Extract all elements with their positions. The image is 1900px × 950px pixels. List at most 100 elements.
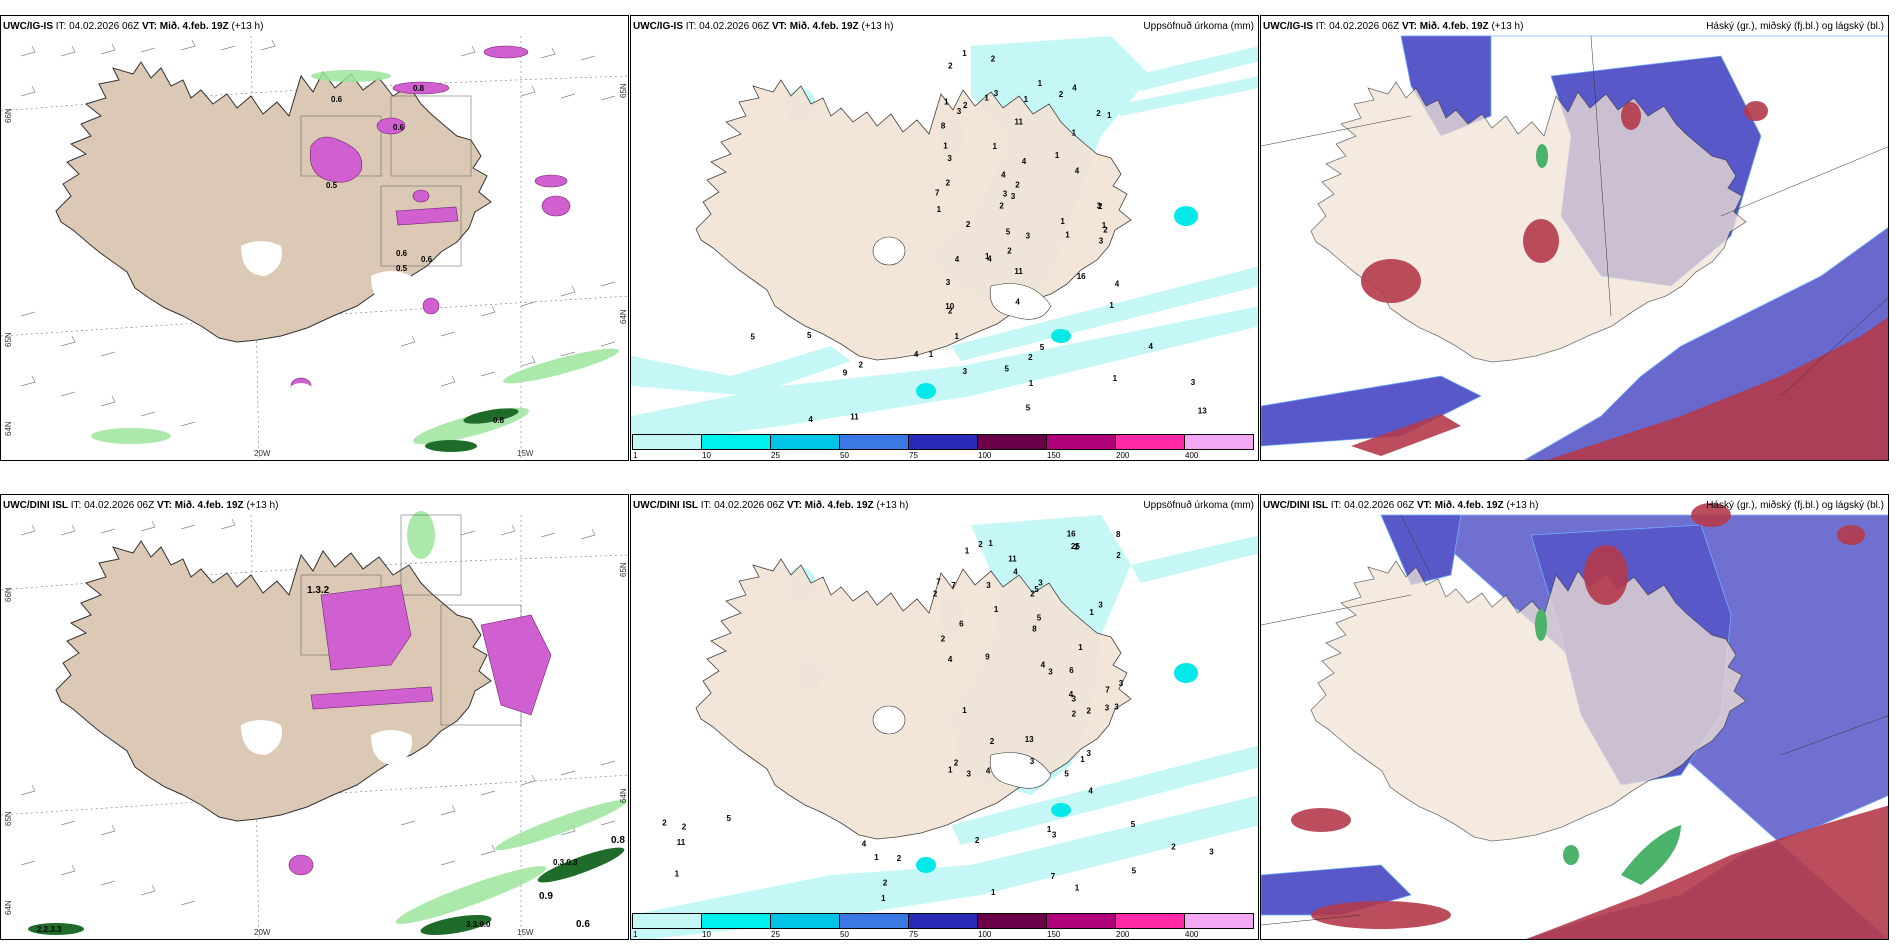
legend-tick: 50 — [840, 451, 849, 460]
panel-title: UWC/IG-IS IT: 04.02.2026 06Z VT: Mið. 4.… — [1263, 21, 1524, 32]
precip-point-value: 16 — [1067, 530, 1076, 539]
precip-point-value: 4 — [1069, 690, 1074, 699]
precip-point-value: 3 — [1097, 202, 1102, 211]
axis-lat-label: 64N — [4, 900, 13, 915]
axis-lat-label: 65N — [4, 811, 13, 826]
legend-tick: 50 — [840, 930, 849, 939]
value-labels: 1221212412243811723213432113516352551134… — [662, 530, 1214, 904]
high-cloud — [1536, 144, 1548, 168]
precip-point-value: 5 — [1006, 227, 1011, 236]
precip-green — [91, 70, 619, 445]
precip-point-value: 3 — [946, 278, 951, 287]
precip-point-value: 3 — [1119, 679, 1124, 688]
precip-point-value: 1 — [1075, 883, 1080, 892]
precip-point-value: 2 — [883, 878, 888, 887]
precip-point-value: 16 — [1077, 272, 1086, 281]
map-ig-cloud — [1261, 16, 1888, 460]
precip-point-value: 5 — [727, 814, 732, 823]
mid-cloud — [1351, 101, 1888, 460]
precip-point-value: 8 — [1032, 625, 1037, 634]
precip-point-value: 1 — [943, 142, 948, 151]
precip-point-value: 4 — [1022, 157, 1027, 166]
precip-point-value: 4 — [1072, 83, 1077, 92]
precip-point-value: 1 — [988, 539, 993, 548]
precip-point-value: 1 — [1060, 217, 1065, 226]
precip-point-value: 4 — [1013, 568, 1018, 577]
precip-point-value: 2 — [897, 854, 902, 863]
precip-point-value: 4 — [1001, 170, 1006, 179]
panel-title: UWC/IG-IS IT: 04.02.2026 06Z VT: Mið. 4.… — [633, 21, 894, 32]
precip-point-value: 4 — [862, 839, 867, 848]
legend-cell — [839, 434, 909, 450]
precip-point-value: 2 — [966, 220, 971, 229]
precip-point-value: 4 — [914, 350, 919, 359]
precip-point-value: 5 — [1131, 820, 1136, 829]
precip-point-value: 6 — [1069, 666, 1074, 675]
precip-point-value: 3 — [1191, 378, 1196, 387]
legend-tick: 25 — [771, 451, 780, 460]
legend-tick: 200 — [1116, 930, 1130, 939]
precip-point-value: 4 — [948, 655, 953, 664]
precip-point-value: 4 — [1115, 279, 1120, 288]
precip-point-value: 2 — [1074, 542, 1079, 551]
precip-label: 0.6 — [576, 919, 590, 930]
precip-point-value: 3 — [947, 154, 952, 163]
precip-point-value: 4 — [808, 415, 813, 424]
axis-lon-label: 20W — [254, 449, 271, 458]
precip-point-value: 2 — [975, 836, 980, 845]
precip-point-value: 2 — [1103, 225, 1108, 234]
precip-point-value: 2 — [978, 540, 983, 549]
precip-point-value: 3 — [1030, 757, 1035, 766]
precip-point-value: 1 — [994, 605, 999, 614]
precip-point-value: 1 — [881, 894, 886, 903]
legend-cell — [1184, 434, 1254, 450]
precip-point-value: 7 — [936, 577, 941, 586]
precip-point-value: 1 — [1078, 643, 1083, 652]
precip-point-value: 13 — [1198, 406, 1207, 415]
precip-point-value: 2 — [991, 55, 996, 64]
precip-point-value: 2 — [948, 307, 953, 316]
precip-point-value: 11 — [1014, 267, 1023, 276]
legend-tick: 200 — [1116, 451, 1130, 460]
precip-label: 0.9 — [539, 891, 553, 902]
precip-point-value: 3 — [1026, 232, 1031, 241]
precip-point-value: 2 — [859, 361, 864, 370]
precip-point-value: 1 — [1055, 151, 1060, 160]
precip-point-value: 4 — [955, 255, 960, 264]
precip-point-value: 1 — [993, 142, 998, 151]
axis-lat-label: 65N — [619, 83, 628, 98]
value-labels: 1221221143143211232191111416131154223451… — [751, 49, 1208, 424]
precip-point-value: 3 — [1048, 667, 1053, 676]
precip-point-value: 1 — [1047, 825, 1052, 834]
precip-point-value: 1 — [1102, 221, 1107, 230]
axis-lon-label: 15W — [517, 928, 534, 937]
legend-cell — [908, 913, 978, 929]
precip-label: 0.5 — [396, 264, 408, 273]
precip-point-value: 2 — [941, 634, 946, 643]
axis-lat-label: 65N — [4, 332, 13, 347]
precip-point-value: 3 — [1052, 831, 1057, 840]
legend-cell — [632, 913, 702, 929]
map-dini-precip: 1221212412243811723213432113516352551134… — [631, 515, 1258, 939]
legend-cell — [1115, 913, 1185, 929]
precip-point-value: 2 — [1096, 109, 1101, 118]
precip-point-value: 1 — [948, 766, 953, 775]
wind-barbs — [20, 518, 616, 906]
panel-title: UWC/DINI ISL IT: 04.02.2026 06Z VT: Mið.… — [633, 500, 909, 511]
map-ig-wind: 0.6 0.5 0.6 0.8 0.6 0.5 0.6 0.8 — [1, 35, 628, 460]
precip-point-value: 3 — [1038, 579, 1043, 588]
legend-cell — [701, 913, 771, 929]
legend-tick: 25 — [771, 930, 780, 939]
precip-point-value: 11 — [1008, 554, 1017, 563]
precip-point-value: 5 — [1005, 365, 1010, 374]
precip-point-value: 3 — [1011, 192, 1016, 201]
precip-label: 0.5 — [326, 181, 338, 190]
precip-point-value: 2 — [954, 758, 959, 767]
axis-lat-label: 64N — [4, 421, 13, 436]
precip-point-value: 1 — [1080, 755, 1085, 764]
precip-point-value: 8 — [1116, 530, 1121, 539]
precip-point-value: 10 — [945, 302, 954, 311]
precip-point-value: 1 — [1038, 79, 1043, 88]
precip-point-value: 1 — [985, 252, 990, 261]
precip-point-value: 4 — [987, 255, 992, 264]
